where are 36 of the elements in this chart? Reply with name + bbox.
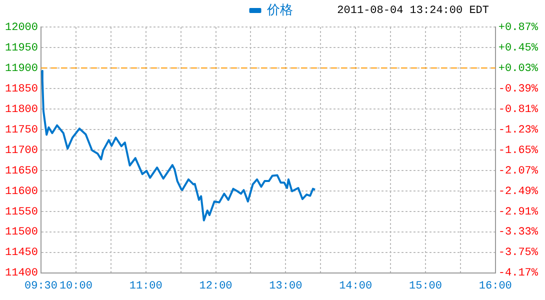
x-tick-label: 15:00 bbox=[408, 280, 442, 292]
y2-tick-label: -1.23% bbox=[498, 124, 538, 136]
chart-subtitle: 2011-08-04 13:24:00 EDT bbox=[337, 5, 489, 17]
y2-tick-label: -4.17% bbox=[498, 268, 538, 280]
y2-tick-label: -2.49% bbox=[498, 186, 538, 198]
y2-tick-label: -2.91% bbox=[498, 206, 538, 218]
y-tick-label: 11800 bbox=[4, 104, 38, 116]
y-tick-label: 11700 bbox=[4, 144, 38, 157]
y-tick-label: 11500 bbox=[4, 226, 38, 239]
y-tick-label: 11400 bbox=[4, 268, 38, 280]
x-tick-label: 10:00 bbox=[59, 280, 92, 292]
y-tick-label: 11850 bbox=[4, 83, 38, 96]
y-tick-label: 11550 bbox=[4, 206, 38, 218]
y-tick-label: 12000 bbox=[4, 22, 38, 34]
y2-tick-label: +0.03% bbox=[498, 62, 538, 75]
x-tick-label: 14:00 bbox=[339, 280, 372, 292]
x-tick-label: 13:00 bbox=[269, 280, 302, 292]
y2-tick-label: -1.65% bbox=[498, 144, 538, 157]
x-tick-label: 11:00 bbox=[129, 280, 162, 292]
x-tick-label: 16:00 bbox=[478, 280, 512, 292]
legend-label: 价格 bbox=[266, 2, 293, 18]
y-tick-label: 11750 bbox=[4, 124, 38, 136]
y2-tick-label: -0.39% bbox=[498, 83, 538, 96]
y-tick-label: 11950 bbox=[4, 42, 38, 54]
y-tick-label: 11450 bbox=[4, 247, 38, 260]
x-tick-label: 12:00 bbox=[199, 280, 232, 292]
y2-tick-label: +0.87% bbox=[498, 22, 538, 34]
x-tick-label: 09:30 bbox=[24, 280, 58, 292]
y-tick-label: 11650 bbox=[4, 165, 38, 178]
y2-tick-label: -2.07% bbox=[498, 165, 538, 178]
y2-tick-label: +0.45% bbox=[498, 42, 538, 54]
y2-tick-label: -3.33% bbox=[498, 226, 538, 239]
y-tick-label: 11600 bbox=[4, 186, 38, 198]
y2-tick-label: -0.81% bbox=[498, 104, 538, 116]
y2-tick-label: -3.75% bbox=[498, 247, 538, 260]
y-tick-label: 11900 bbox=[4, 62, 38, 75]
